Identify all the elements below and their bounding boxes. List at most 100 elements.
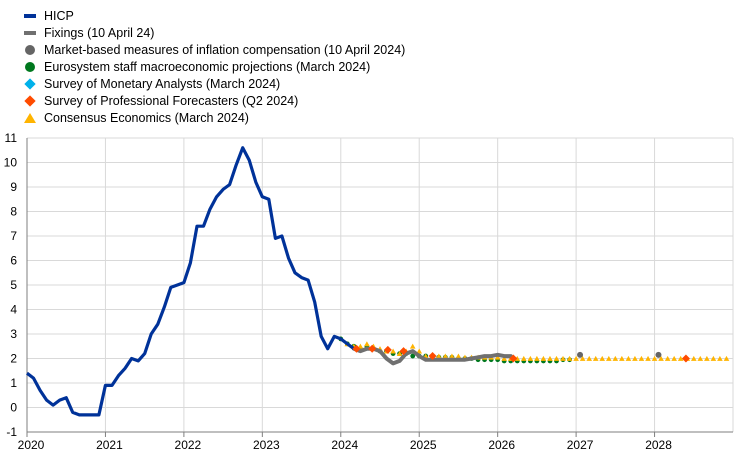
legend-swatch-consensus (24, 112, 36, 123)
x-tick-label: 2021 (96, 438, 123, 452)
legend-item-sma: Survey of Monetary Analysts (March 2024) (24, 75, 405, 92)
legend-label: Market-based measures of inflation compe… (44, 42, 406, 57)
y-tick-label: 0 (10, 401, 17, 415)
consensus-point (409, 343, 416, 349)
consensus-point (527, 355, 534, 361)
consensus-point (612, 355, 619, 361)
consensus-point (547, 355, 553, 361)
legend-label: Survey of Professional Forecasters (Q2 2… (44, 93, 299, 108)
consensus-point (494, 354, 501, 360)
legend-swatch-market (25, 44, 35, 55)
y-tick-label: 6 (10, 254, 17, 268)
consensus-point (625, 355, 632, 361)
line-marker-icon (24, 10, 36, 22)
consensus-point (690, 355, 697, 361)
gridlines (26, 137, 734, 433)
consensus-point (520, 355, 527, 361)
consensus-point (560, 355, 566, 361)
x-tick-label: 2028 (645, 438, 672, 452)
hicp-line (26, 146, 355, 417)
legend-label: Eurosystem staff macroeconomic projectio… (44, 59, 371, 74)
legend-item-consensus: Consensus Economics (March 2024) (24, 109, 405, 126)
consensus-point (586, 355, 593, 361)
consensus-point (540, 355, 547, 361)
spf-point (352, 344, 361, 353)
axes (26, 138, 733, 437)
legend-item-hicp: HICP (24, 7, 405, 24)
consensus-point (442, 353, 449, 359)
consensus-point (677, 355, 684, 361)
series-hicp (26, 146, 355, 417)
consensus-point (592, 355, 599, 361)
consensus-point (710, 355, 717, 361)
consensus-point (671, 355, 677, 361)
consensus-point (364, 341, 370, 347)
legend: HICP Fixings (10 April 24) Market-based … (24, 7, 405, 126)
eurosystem-point (410, 353, 416, 359)
consensus-point (501, 355, 507, 361)
legend-item-eurosystem: Eurosystem staff macroeconomic projectio… (24, 58, 405, 75)
legend-label: Fixings (10 April 24) (44, 25, 155, 40)
y-tick-label: 9 (10, 180, 17, 194)
consensus-point (553, 355, 560, 361)
market-point (577, 351, 584, 358)
x-tick-label: 2026 (488, 438, 515, 452)
y-tick-label: 3 (10, 327, 17, 341)
consensus-point (704, 355, 710, 361)
consensus-point (606, 355, 612, 361)
market-point (655, 351, 662, 358)
consensus-point (396, 351, 403, 356)
legend-swatch-hicp (24, 13, 36, 18)
x-tick-label: 2024 (331, 438, 358, 452)
legend-swatch-eurosystem (25, 61, 35, 72)
y-tick-label: 1 (10, 376, 17, 390)
legend-label: Survey of Monetary Analysts (March 2024) (44, 76, 281, 91)
x-tick-label: 2027 (567, 438, 594, 452)
series-layer (26, 146, 730, 417)
consensus-point (619, 355, 625, 361)
series-market (577, 351, 662, 358)
consensus-point (645, 355, 651, 361)
x-tick-label: 2020 (18, 438, 45, 452)
y-tick-label: 2 (10, 352, 17, 366)
consensus-point (658, 355, 664, 361)
legend-swatch-fixings (24, 30, 36, 35)
circle-marker-icon (24, 44, 36, 56)
y-tick-label: 4 (10, 303, 17, 317)
consensus-point (436, 353, 442, 359)
consensus-point (632, 355, 638, 361)
consensus-point (638, 355, 645, 361)
y-tick-label: 11 (5, 131, 18, 145)
spf-point (509, 354, 518, 363)
x-tick-label: 2025 (410, 438, 437, 452)
legend-label: HICP (44, 8, 74, 23)
y-tick-label: -1 (6, 425, 17, 439)
y-tick-label: 8 (10, 205, 17, 219)
spf-point (368, 344, 377, 353)
consensus-point (717, 355, 723, 361)
legend-item-fixings: Fixings (10 April 24) (24, 24, 405, 41)
series-spf (352, 344, 690, 363)
consensus-point (455, 353, 462, 359)
consensus-point (573, 355, 579, 361)
triangle-marker-icon (24, 112, 36, 124)
y-tick-label: 7 (10, 229, 17, 243)
consensus-point (723, 355, 730, 361)
consensus-point (416, 348, 423, 354)
tick-labels: -1 0 1 2 3 4 5 6 7 8 9 10 11 2020 2021 2022 2023 2024 2025… (4, 131, 673, 452)
consensus-point (664, 355, 671, 361)
legend-label: Consensus Economics (March 2024) (44, 110, 249, 125)
consensus-point (599, 355, 606, 361)
consensus-point (534, 355, 540, 361)
spf-point (383, 345, 392, 354)
consensus-point (390, 348, 396, 354)
consensus-point (579, 355, 586, 361)
consensus-point (651, 355, 658, 361)
line-marker-icon (24, 27, 36, 39)
consensus-point (697, 355, 704, 361)
x-tick-label: 2023 (253, 438, 280, 452)
circle-marker-icon (24, 61, 36, 73)
spf-point (681, 354, 690, 363)
series-consensus (344, 341, 730, 361)
